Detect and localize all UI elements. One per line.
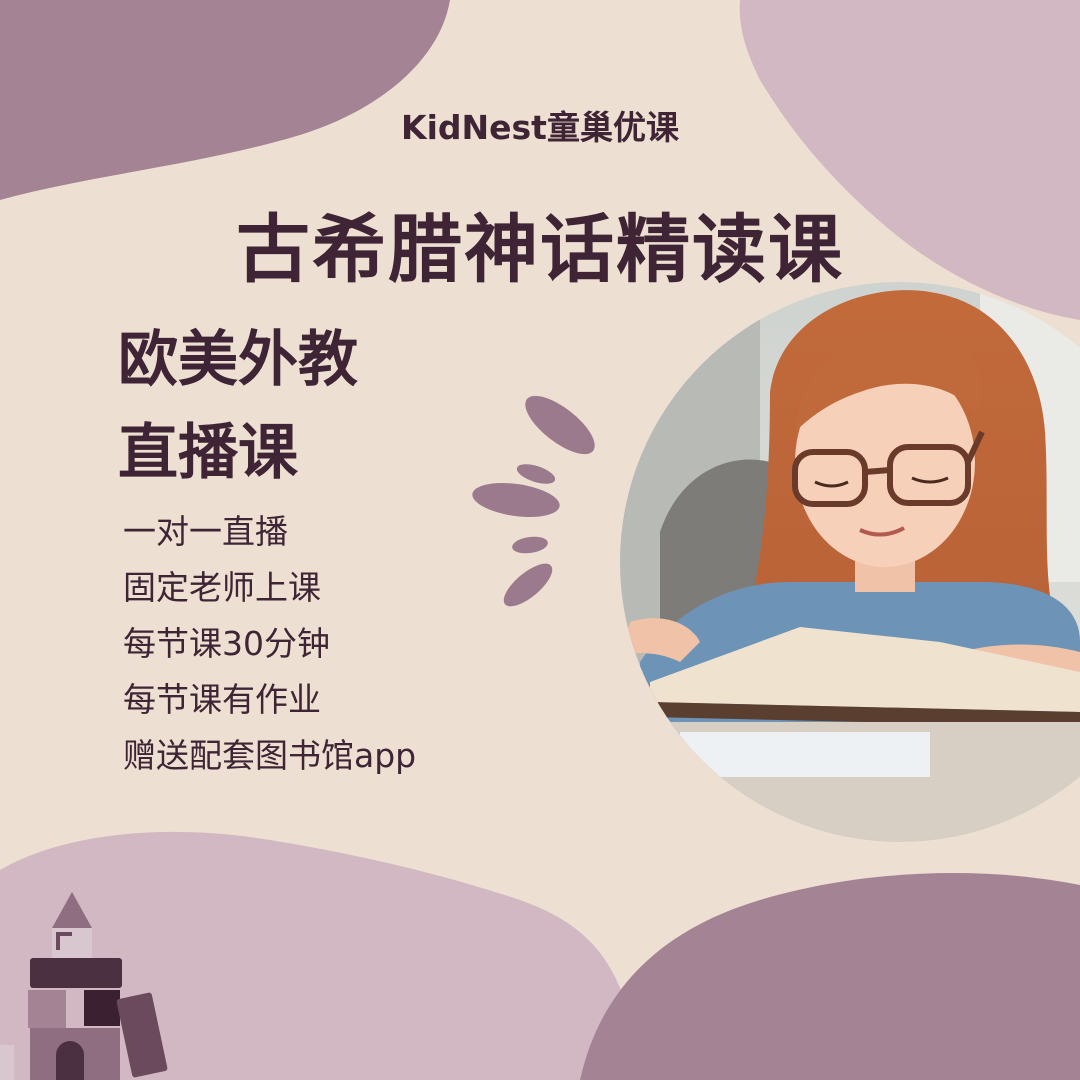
feature-item: 每节课有作业	[123, 680, 321, 719]
feature-item: 一对一直播	[123, 512, 288, 551]
blob-bottom-left	[0, 831, 640, 1080]
feature-item: 赠送配套图书馆app	[123, 736, 417, 775]
course-title: 古希腊神话精读课	[236, 207, 844, 293]
feature-item: 固定老师上课	[123, 568, 321, 607]
decorative-strokes	[472, 395, 595, 607]
toy-castle-blocks	[0, 892, 168, 1080]
subtitle-line-2: 直播课	[118, 418, 298, 488]
blob-bottom-right	[580, 873, 1080, 1080]
girl-reading-photo	[620, 282, 1080, 842]
subtitle-line-1: 欧美外教	[118, 325, 358, 395]
blob-top-right	[739, 0, 1080, 320]
feature-list: 一对一直播 固定老师上课 每节课30分钟 每节课有作业 赠送配套图书馆app	[123, 512, 416, 792]
photo-illustration	[620, 282, 1080, 842]
brand-name: KidNest童巢优课	[401, 108, 679, 147]
blob-top-left	[0, 0, 450, 200]
feature-item: 每节课30分钟	[123, 624, 330, 663]
